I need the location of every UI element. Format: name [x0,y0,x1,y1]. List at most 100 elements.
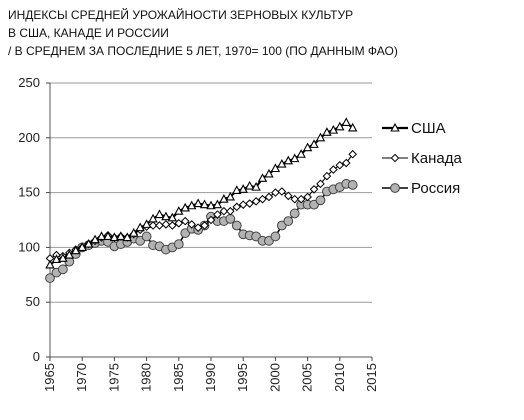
point-usa-2003 [289,153,300,163]
point-canada-1984 [168,221,177,230]
point-usa-2004 [296,149,306,158]
point-canada-2010 [335,160,345,170]
point-usa-1973 [96,231,107,240]
point-usa-1999 [264,168,274,178]
chart-title-line-1: ИНДЕКСЫ СРЕДНЕЙ УРОЖАЙНОСТИ ЗЕРНОВЫХ КУЛ… [8,8,354,22]
point-usa-1974 [103,231,113,240]
point-usa-1994 [232,185,242,194]
point-usa-1984 [167,212,178,222]
point-usa-2005 [302,142,313,152]
x-tick-label-1985: 1985 [171,363,186,392]
point-russia-1985 [173,239,184,250]
point-usa-1977 [122,232,133,242]
point-usa-1976 [116,231,126,240]
point-usa-1971 [83,238,94,248]
x-tick-label-1990: 1990 [203,363,218,392]
point-usa-2007 [315,132,326,142]
point-usa-1970 [77,242,87,251]
point-canada-2000 [271,188,280,197]
legend-marker-russia [390,183,400,193]
point-canada-1996 [245,199,254,208]
x-tick-label-1980: 1980 [139,363,154,392]
x-tick-label-1995: 1995 [235,363,250,392]
y-tick-label-250: 250 [18,75,40,90]
point-usa-1996 [244,180,255,190]
point-usa-2012 [347,122,358,132]
point-russia-2000 [270,231,281,242]
x-tick-label-2015: 2015 [364,363,379,392]
x-tick-label-2005: 2005 [300,363,315,392]
point-canada-1991 [213,210,222,219]
point-usa-1982 [154,209,165,219]
y-tick-label-100: 100 [18,239,40,254]
point-russia-2007 [315,195,326,206]
point-usa-1985 [174,206,184,215]
point-canada-1986 [180,216,190,226]
y-tick-label-0: 0 [33,349,40,364]
point-canada-2002 [283,191,293,201]
legend-marker-usa [390,122,400,132]
legend-label-usa: США [411,120,446,137]
point-usa-1979 [135,222,145,232]
point-canada-1983 [161,220,171,229]
point-usa-2001 [277,158,287,168]
point-usa-1967 [58,253,68,262]
point-usa-1995 [238,184,248,193]
point-usa-2009 [328,124,339,134]
y-tick-label-150: 150 [18,185,40,200]
point-usa-1993 [225,191,236,201]
x-tick-label-1965: 1965 [42,363,57,392]
point-usa-1991 [212,199,223,209]
point-russia-2002 [283,216,294,226]
chart-title-line-2: В США, КАНАДЕ И РОССИИ [8,26,169,40]
point-canada-1981 [148,221,158,230]
point-russia-1994 [231,220,242,231]
y-tick-label-200: 200 [18,130,40,145]
point-canada-1988 [193,223,203,232]
point-russia-2012 [347,180,358,190]
legend-label-canada: Канада [411,150,462,167]
point-usa-1966 [51,254,62,264]
point-usa-1972 [90,234,100,244]
point-usa-2006 [309,139,319,148]
x-tick-label-1970: 1970 [74,363,89,392]
point-russia-1980 [141,231,152,242]
point-usa-1988 [193,198,203,208]
point-canada-2001 [277,187,287,196]
point-canada-1985 [174,218,184,228]
point-canada-2008 [322,171,332,181]
point-canada-1999 [264,192,274,202]
point-usa-2000 [270,163,281,173]
point-usa-1965 [45,259,55,269]
point-canada-2007 [316,179,325,189]
point-usa-1968 [64,249,75,259]
point-russia-2003 [289,208,300,219]
point-canada-1992 [219,206,229,216]
point-canada-2011 [341,158,351,168]
point-canada-2012 [348,149,357,159]
point-canada-1990 [206,215,216,225]
point-canada-2004 [296,194,306,204]
x-tick-label-2010: 2010 [332,363,347,392]
point-canada-2003 [290,194,300,204]
x-tick-label-2000: 2000 [267,363,282,392]
point-usa-1983 [161,211,171,221]
x-tick-label-1975: 1975 [106,363,121,392]
point-usa-1975 [109,232,120,242]
point-usa-1998 [257,173,268,182]
point-canada-1997 [251,197,261,206]
point-canada-1994 [232,202,242,212]
point-russia-1967 [57,264,68,275]
point-canada-1993 [226,206,235,216]
point-usa-1980 [141,219,152,228]
point-usa-1989 [199,199,210,209]
point-canada-2006 [309,185,319,194]
point-usa-1990 [206,200,216,210]
point-russia-1965 [45,273,55,283]
point-canada-1998 [258,194,267,204]
y-tick-label-50: 50 [26,294,40,309]
point-canada-2005 [303,192,312,202]
point-usa-2011 [341,117,351,127]
point-canada-1989 [200,221,209,230]
chart-title-line-3: / В СРЕДНЕМ ЗА ПОСЛЕДНИЕ 5 ЛЕТ, 1970= 10… [8,44,398,58]
